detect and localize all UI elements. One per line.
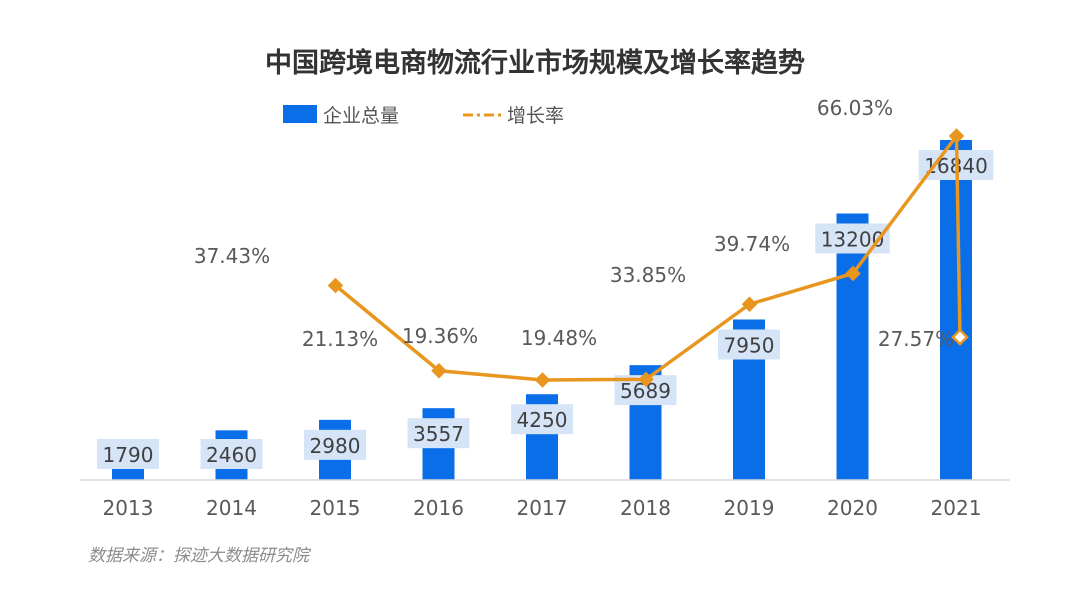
rate-label-2017: 19.48% [521, 326, 597, 350]
rate-label-2014: 37.43% [194, 244, 270, 268]
bar-label-bg [511, 404, 573, 435]
bar-label-2015: 2980 [304, 429, 366, 460]
x-tick-2014: 2014 [206, 496, 257, 520]
rate-point-2016 [534, 372, 551, 388]
rate-label-2021: 27.57% [878, 327, 954, 351]
bar-label-text: 2460 [206, 443, 257, 467]
rate-point-2018 [741, 296, 758, 313]
bar-label-2013: 1790 [97, 439, 159, 469]
bar-label-bg [718, 329, 780, 360]
rate-label-2020: 66.03% [817, 96, 893, 120]
x-tick-2016: 2016 [413, 496, 464, 520]
bar-label-2014: 2460 [200, 439, 263, 469]
x-tick-2017: 2017 [517, 496, 568, 520]
bar-label-text: 2980 [310, 434, 361, 458]
x-tick-labels: 2013 2014 2015 2016 2017 2018 2019 2020 2021 [103, 496, 982, 520]
x-tick-2015: 2015 [310, 496, 361, 520]
bar-label-bg [304, 429, 366, 460]
rate-label-2019: 39.74% [714, 232, 790, 256]
bar-label-bg [97, 439, 159, 469]
bar-label-2016: 3557 [407, 418, 470, 449]
rate-point-2015 [431, 362, 447, 379]
rate-label-2016: 19.36% [402, 324, 478, 348]
bar-label-2019: 7950 [718, 329, 780, 360]
rate-point-2021 [951, 328, 969, 346]
x-tick-2013: 2013 [103, 496, 154, 520]
bar-label-text: 1790 [103, 443, 154, 467]
rate-point-2020 [948, 128, 965, 144]
legend-bar-label: 企业总量 [323, 105, 399, 127]
rate-line-group [327, 128, 969, 388]
rate-point-2014 [327, 277, 344, 294]
bar-label-bg [200, 439, 263, 469]
rate-label-2015: 21.13% [302, 327, 378, 351]
rate-line [334, 134, 962, 382]
source-note: 数据来源：探迹大数据研究院 [88, 546, 312, 566]
x-tick-2018: 2018 [620, 496, 671, 520]
x-tick-2020: 2020 [827, 496, 878, 520]
bar-label-bg [407, 418, 470, 449]
legend-line-label: 增长率 [507, 105, 564, 127]
legend-bar-swatch [283, 105, 317, 123]
bar-label-text: 4250 [517, 408, 568, 432]
bar-label-text: 7950 [724, 333, 775, 357]
rate-value-labels: 37.43% 21.13% 19.36% 19.48% 33.85% 39.74% 66.0… [194, 96, 954, 351]
bar-label-2017: 4250 [511, 404, 573, 435]
legend: 企业总量 增长率 [283, 105, 564, 127]
x-tick-2019: 2019 [724, 496, 775, 520]
bar-label-text: 3557 [413, 422, 464, 446]
rate-point-2019 [845, 265, 861, 282]
rate-label-2018: 33.85% [610, 263, 686, 287]
x-tick-2021: 2021 [931, 496, 982, 520]
chart-title: 中国跨境电商物流行业市场规模及增长率趋势 [265, 47, 805, 79]
bar-label-text: 13200 [821, 227, 885, 251]
rate-point-2017 [638, 371, 654, 388]
